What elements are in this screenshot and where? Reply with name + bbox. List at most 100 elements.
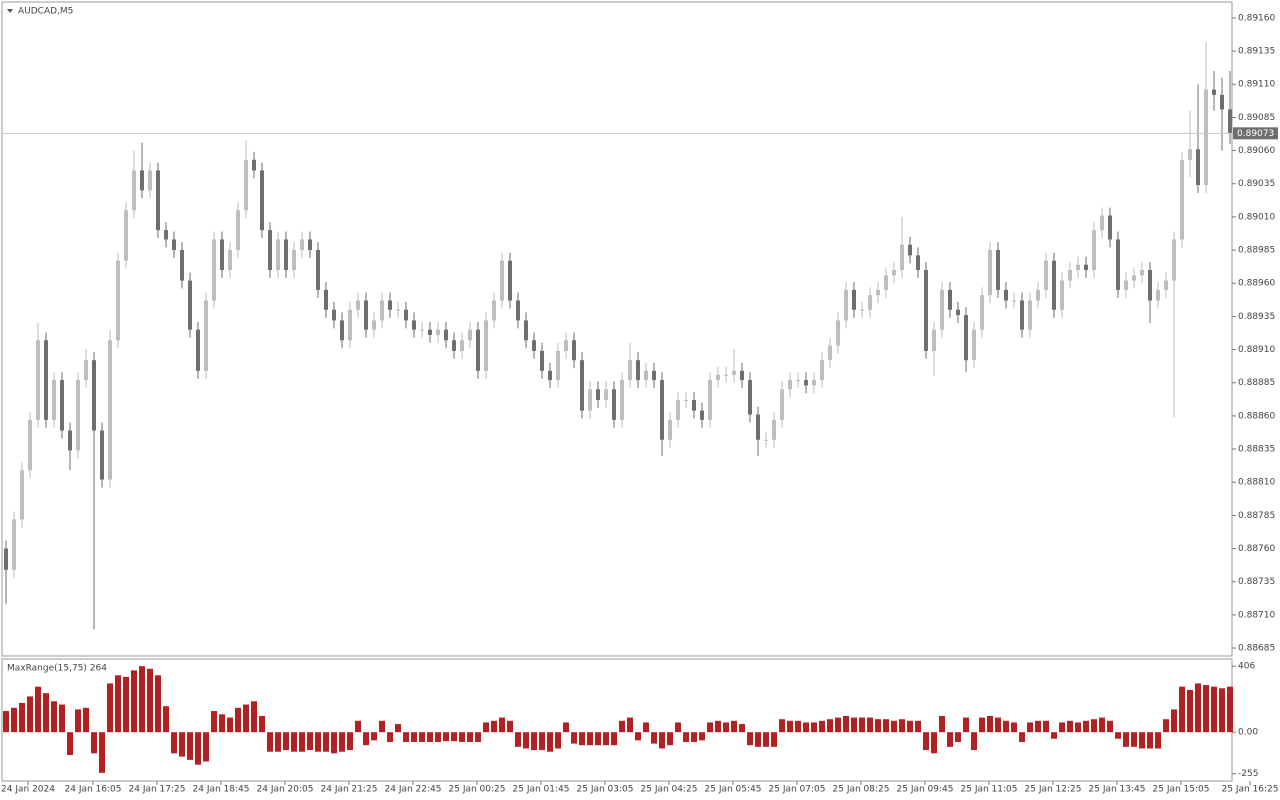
indicator-bar — [1155, 732, 1161, 749]
indicator-bar — [315, 732, 321, 752]
candle-body — [476, 329, 480, 371]
indicator-bar — [675, 722, 681, 733]
indicator-bar — [27, 696, 33, 733]
indicator-bar — [595, 732, 601, 746]
candle-body — [1212, 89, 1216, 95]
indicator-bar — [275, 732, 281, 752]
x-tick-label: 25 Jan 11:05 — [961, 785, 1018, 795]
indicator-bar — [1179, 686, 1185, 733]
candle-body — [188, 280, 192, 330]
indicator-bar — [795, 720, 801, 733]
indicator-bar — [459, 732, 465, 742]
x-tick-label: 25 Jan 03:05 — [577, 785, 634, 795]
indicator-bar — [1123, 732, 1129, 747]
indicator-bar — [323, 732, 329, 752]
candle-body — [52, 380, 56, 420]
candle-body — [820, 360, 824, 381]
indicator-bar — [51, 701, 57, 733]
y-tick-label: 0.88860 — [1238, 411, 1275, 421]
indicator-bar — [1019, 732, 1025, 742]
indicator-bar — [891, 720, 897, 733]
indicator-bar — [851, 717, 857, 733]
candle-body — [700, 410, 704, 420]
candle-body — [1028, 300, 1032, 330]
candle-body — [228, 250, 232, 270]
candle-body — [164, 230, 168, 240]
indicator-bar — [227, 717, 233, 733]
indicator-bar — [1099, 717, 1105, 733]
indicator-bar — [651, 732, 657, 744]
last-price-box — [1233, 127, 1278, 140]
indicator-bar — [1203, 685, 1209, 733]
candle-body — [948, 289, 952, 310]
candle-body — [772, 419, 776, 440]
indicator-bar — [187, 732, 193, 760]
candle-body — [12, 519, 16, 570]
x-tick-label: 24 Jan 2024 — [1, 785, 55, 795]
indicator-bar — [283, 732, 289, 751]
candle-body — [180, 250, 184, 281]
indicator-bar — [819, 720, 825, 733]
candle-body — [916, 255, 920, 270]
candle-body — [868, 295, 872, 310]
indicator-bar — [755, 732, 761, 747]
indicator-bar — [363, 732, 369, 746]
candle-body — [788, 380, 792, 390]
candle-body — [420, 329, 424, 331]
indicator-bar — [691, 732, 697, 742]
indicator-bar — [539, 732, 545, 751]
indicator-bar — [939, 715, 945, 733]
candle-body — [436, 329, 440, 335]
indicator-bar — [483, 722, 489, 733]
candle-body — [972, 329, 976, 361]
candle-body — [1156, 289, 1160, 301]
candle-body — [812, 380, 816, 386]
indicator-bar — [883, 719, 889, 733]
candle-body — [396, 309, 400, 311]
candle-body — [884, 275, 888, 290]
menu-arrow[interactable] — [7, 9, 13, 13]
indicator-bar — [1187, 689, 1193, 733]
indicator-bar — [1171, 709, 1177, 733]
indicator-bar — [1107, 720, 1113, 733]
candle-body — [356, 300, 360, 310]
indicator-bar — [811, 722, 817, 733]
x-tick-label: 24 Jan 20:05 — [257, 785, 314, 795]
x-tick-label: 25 Jan 12:25 — [1025, 785, 1082, 795]
candle-body — [756, 414, 760, 440]
candle-body — [1172, 239, 1176, 281]
indicator-bar — [987, 715, 993, 733]
candle-body — [1004, 289, 1008, 301]
candle-body — [628, 360, 632, 381]
indicator-bar — [715, 720, 721, 733]
indicator-tick-label: 406 — [1238, 662, 1255, 672]
y-tick-label: 0.88960 — [1238, 279, 1275, 289]
indicator-bar — [1227, 686, 1233, 733]
candle-body — [828, 345, 832, 361]
indicator-bar — [579, 732, 585, 746]
y-tick-label: 0.89135 — [1238, 47, 1275, 57]
indicator-bar — [91, 732, 97, 754]
candle-body — [1124, 280, 1128, 290]
indicator-bar — [83, 707, 89, 733]
candle-body — [676, 399, 680, 420]
candle-body — [444, 329, 448, 341]
candle-body — [20, 470, 24, 520]
indicator-bar — [523, 732, 529, 749]
indicator-bar — [1131, 732, 1137, 747]
indicator-bar — [1115, 732, 1121, 739]
last-price-label: 0.89073 — [1237, 129, 1274, 139]
indicator-bar — [587, 732, 593, 746]
candle-body — [1076, 264, 1080, 270]
indicator-bar — [339, 732, 345, 752]
candle-body — [1228, 109, 1232, 134]
indicator-bar — [1219, 688, 1225, 733]
indicator-bar — [411, 732, 417, 742]
candle-body — [1164, 280, 1168, 290]
indicator-bar — [779, 719, 785, 733]
indicator-bar — [1043, 720, 1049, 733]
indicator-bar — [211, 711, 217, 733]
candle-body — [532, 340, 536, 351]
indicator-bar — [611, 732, 617, 746]
indicator-bar — [395, 724, 401, 733]
